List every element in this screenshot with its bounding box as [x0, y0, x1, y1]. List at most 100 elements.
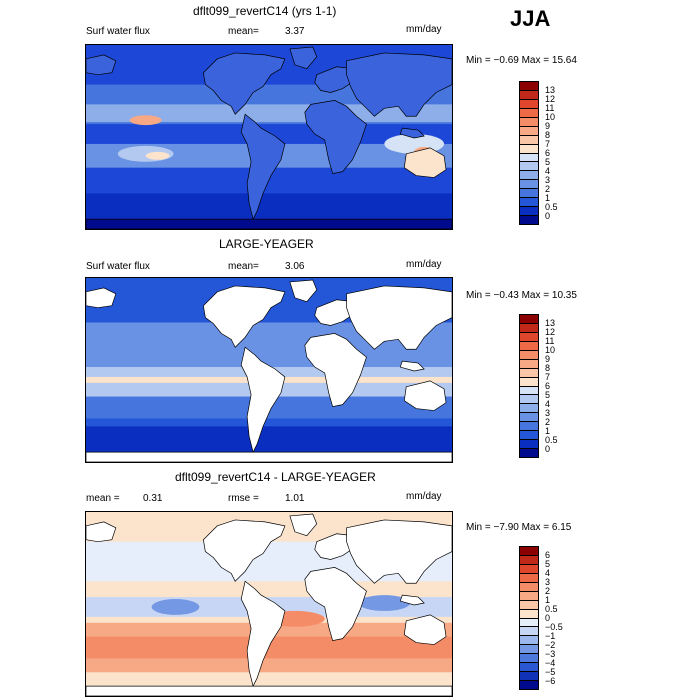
colorbar-tick-label: 10: [545, 345, 556, 355]
colorbar-tick-label: 11: [545, 336, 555, 346]
colorbar-tick-label: 13: [545, 85, 556, 95]
colorbar-swatch: [520, 431, 538, 441]
colorbar-swatch: [520, 645, 538, 655]
panel-3-rmse-label: rmse =: [228, 493, 259, 504]
colorbar-tick-label: 2: [545, 417, 551, 427]
colorbar-swatch: [520, 171, 538, 181]
colorbar-swatch: [520, 368, 538, 378]
colorbar-tick-label: 0.5: [545, 435, 558, 445]
colorbar-swatch: [520, 555, 538, 565]
panel-1-mean-label: mean=: [228, 26, 259, 37]
colorbar-tick-label: 2: [545, 586, 551, 596]
colorbar-swatch: [520, 216, 538, 224]
panel-2-colorbar: [519, 314, 539, 458]
colorbar-tick-label: 7: [545, 139, 551, 149]
colorbar-swatch: [520, 135, 538, 145]
colorbar-tick-label: 0: [545, 211, 551, 221]
colorbar-tick-label: 9: [545, 121, 551, 131]
panel-2-units: mm/day: [406, 259, 442, 270]
panel-2-title: LARGE-YEAGER: [219, 237, 314, 251]
colorbar-tick-label: 1: [545, 595, 551, 605]
colorbar-tick-label: 2: [545, 184, 551, 194]
panel-2-map: [85, 277, 453, 463]
colorbar-swatch: [520, 404, 538, 414]
panel-3-rmse-value: 1.01: [285, 493, 305, 504]
colorbar-swatch: [520, 82, 538, 91]
colorbar-tick-label: 0.5: [545, 604, 558, 614]
colorbar-tick-label: 4: [545, 568, 551, 578]
panel-1-range: Min = −0.69 Max = 15.64: [466, 55, 577, 66]
colorbar-tick-label: 9: [545, 354, 551, 364]
colorbar-swatch: [520, 117, 538, 127]
colorbar-swatch: [520, 207, 538, 217]
colorbar-swatch: [520, 99, 538, 109]
colorbar-tick-label: 0: [545, 444, 551, 454]
colorbar-tick-label: −1: [545, 631, 556, 641]
colorbar-swatch: [520, 547, 538, 556]
colorbar-swatch: [520, 323, 538, 333]
panel-3-range: Min = −7.90 Max = 6.15: [466, 522, 572, 533]
colorbar-swatch: [520, 591, 538, 601]
colorbar-swatch: [520, 582, 538, 592]
colorbar-tick-label: 12: [545, 94, 556, 104]
colorbar-swatch: [520, 144, 538, 154]
colorbar-tick-label: 4: [545, 166, 551, 176]
colorbar-swatch: [520, 564, 538, 574]
colorbar-tick-label: −0.5: [545, 622, 563, 632]
colorbar-swatch: [520, 654, 538, 664]
colorbar-tick-label: 7: [545, 372, 551, 382]
colorbar-swatch: [520, 153, 538, 163]
colorbar-swatch: [520, 350, 538, 360]
colorbar-tick-label: 11: [545, 103, 555, 113]
panel-3-units: mm/day: [406, 491, 442, 502]
colorbar-tick-label: 4: [545, 399, 551, 409]
panel-2-mean-label: mean=: [228, 261, 259, 272]
panel-2-variable-label: Surf water flux: [86, 261, 150, 272]
colorbar-swatch: [520, 609, 538, 619]
colorbar-tick-label: 3: [545, 408, 551, 418]
colorbar-swatch: [520, 672, 538, 682]
panel-3-map-svg: [86, 512, 452, 696]
colorbar-tick-label: −3: [545, 649, 556, 659]
panel-2-range: Min = −0.43 Max = 10.35: [466, 290, 577, 301]
colorbar-swatch: [520, 573, 538, 583]
panel-2-mean-value: 3.06: [285, 261, 305, 272]
colorbar-swatch: [520, 180, 538, 190]
colorbar-swatch: [520, 663, 538, 673]
colorbar-swatch: [520, 90, 538, 100]
panel-2-map-svg: [86, 278, 452, 462]
colorbar-tick-label: 1: [545, 426, 551, 436]
colorbar-swatch: [520, 440, 538, 450]
colorbar-tick-label: 8: [545, 130, 551, 140]
colorbar-swatch: [520, 395, 538, 405]
colorbar-tick-label: −4: [545, 658, 556, 668]
panel-3-title: dflt099_revertC14 - LARGE-YEAGER: [175, 470, 376, 484]
colorbar-swatch: [520, 413, 538, 423]
colorbar-swatch: [520, 449, 538, 457]
colorbar-tick-label: 6: [545, 381, 551, 391]
colorbar-tick-label: 0.5: [545, 202, 558, 212]
colorbar-tick-label: 6: [545, 148, 551, 158]
colorbar-swatch: [520, 359, 538, 369]
colorbar-swatch: [520, 189, 538, 199]
colorbar-tick-label: 10: [545, 112, 556, 122]
panel-1-mean-value: 3.37: [285, 26, 305, 37]
colorbar-tick-label: 5: [545, 157, 551, 167]
colorbar-tick-label: 12: [545, 327, 556, 337]
colorbar-tick-label: −6: [545, 676, 556, 686]
panel-1-map-svg: [86, 45, 452, 229]
colorbar-swatch: [520, 618, 538, 628]
colorbar-tick-label: 3: [545, 175, 551, 185]
colorbar-tick-label: 5: [545, 559, 551, 569]
colorbar-swatch: [520, 332, 538, 342]
colorbar-tick-label: 6: [545, 550, 551, 560]
panel-3-mean-value: 0.31: [143, 493, 163, 504]
panel-1-title: dflt099_revertC14 (yrs 1-1): [193, 4, 337, 18]
colorbar-swatch: [520, 377, 538, 387]
colorbar-tick-label: 13: [545, 318, 556, 328]
colorbar-tick-label: −5: [545, 667, 556, 677]
panel-3-colorbar: [519, 546, 539, 690]
panel-1-units: mm/day: [406, 24, 442, 35]
season-label: JJA: [510, 6, 551, 31]
colorbar-swatch: [520, 162, 538, 172]
